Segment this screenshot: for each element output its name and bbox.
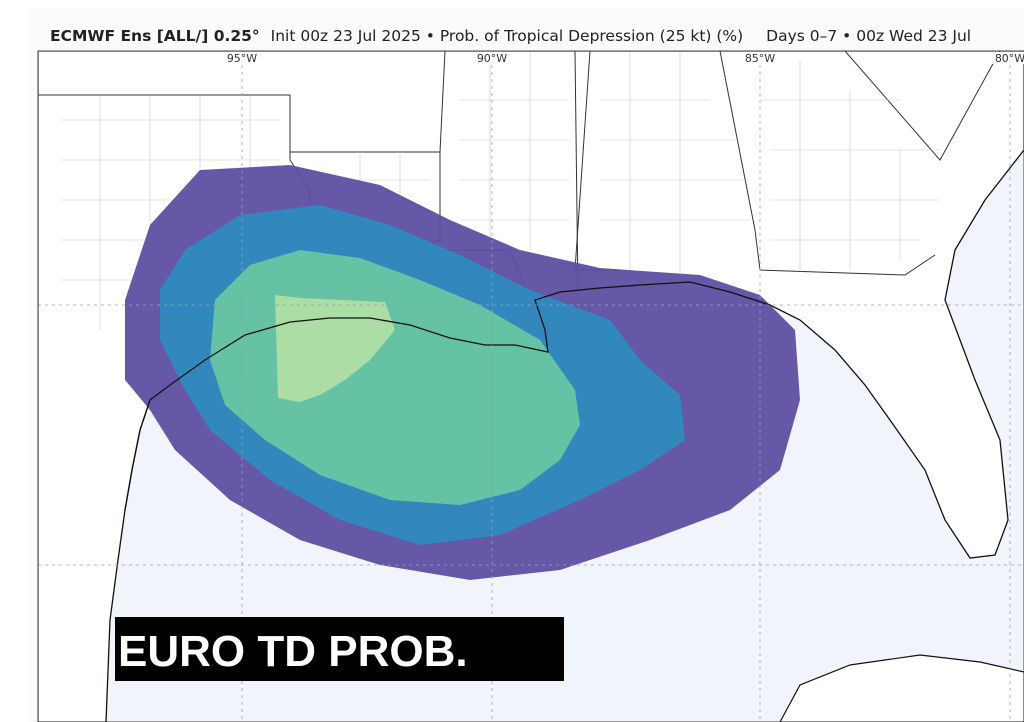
longitude-labels: 95°W 90°W 85°W 80°W: [222, 52, 1024, 65]
map: [38, 51, 1024, 722]
longitude-label: 90°W: [477, 52, 507, 65]
run-details: Init 00z 23 Jul 2025 • Prob. of Tropical…: [271, 27, 744, 45]
graticule: [38, 51, 1024, 722]
label-bg: [222, 52, 262, 64]
valid-range: Days 0–7 • 00z Wed 23 Jul: [766, 27, 971, 45]
longitude-label: 95°W: [227, 52, 257, 65]
longitude-label: 80°W: [995, 52, 1024, 65]
longitude-label: 85°W: [745, 52, 775, 65]
map-frame: [37, 50, 1024, 722]
label-bg: [740, 52, 780, 64]
coastline: [124, 281, 771, 511]
header: ECMWF Ens [ALL/] 0.25° Init 00z 23 Jul 2…: [50, 27, 971, 45]
model-name: ECMWF Ens [ALL/] 0.25°: [50, 27, 260, 45]
overlay-label: EURO TD PROB.: [118, 627, 468, 676]
prob-band-peak: [275, 295, 395, 402]
label-bg: [472, 52, 512, 64]
cuba: [779, 654, 1024, 722]
overlay-box: [115, 617, 564, 681]
label-bg: [990, 52, 1024, 64]
